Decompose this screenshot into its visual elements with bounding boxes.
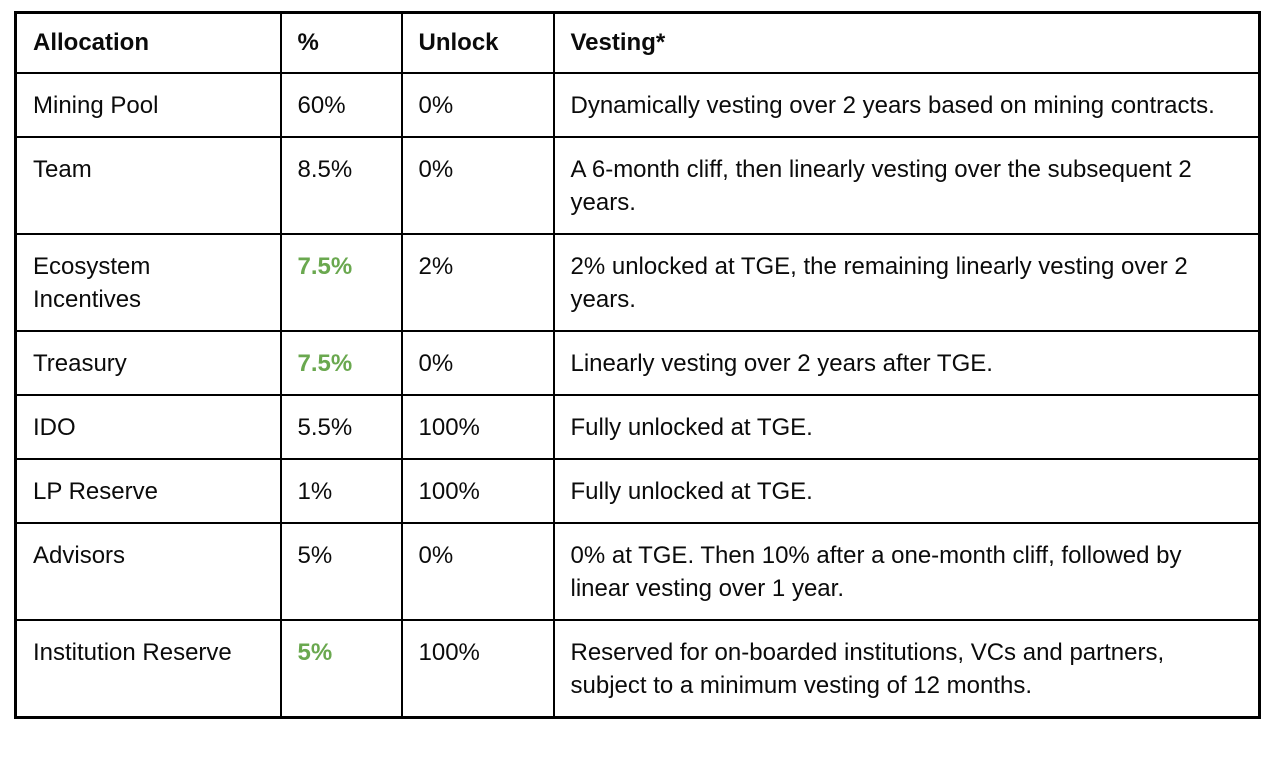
token-allocation-table: Allocation % Unlock Vesting* Mining Pool…: [14, 11, 1261, 719]
token-allocation-table-wrap: Allocation % Unlock Vesting* Mining Pool…: [14, 11, 1261, 719]
cell-vesting: 2% unlocked at TGE, the remaining linear…: [552, 233, 1261, 332]
header-row: Allocation % Unlock Vesting*: [14, 11, 1261, 74]
table-row: Ecosystem Incentives 7.5% 2% 2% unlocked at…: [14, 233, 1261, 332]
cell-unlock: 100%: [400, 619, 555, 719]
cell-percent: 5.5%: [279, 394, 403, 460]
header-percent: %: [279, 11, 403, 74]
cell-unlock: 0%: [400, 330, 555, 396]
cell-unlock: 0%: [400, 72, 555, 138]
table-row: Treasury 7.5% 0% Linearly vesting over 2 ye…: [14, 330, 1261, 396]
cell-allocation: Institution Reserve: [14, 619, 282, 719]
cell-percent: 7.5%: [279, 233, 403, 332]
cell-vesting: Linearly vesting over 2 years after TGE.: [552, 330, 1261, 396]
table-body: Mining Pool 60% 0% Dynamically vesting over…: [14, 72, 1261, 719]
cell-percent: 5%: [279, 619, 403, 719]
cell-vesting: 0% at TGE. Then 10% after a one-month cl…: [552, 522, 1261, 621]
header-vesting: Vesting*: [552, 11, 1261, 74]
cell-percent: 60%: [279, 72, 403, 138]
cell-vesting: Dynamically vesting over 2 years based o…: [552, 72, 1261, 138]
cell-allocation: IDO: [14, 394, 282, 460]
cell-percent: 7.5%: [279, 330, 403, 396]
cell-vesting: Fully unlocked at TGE.: [552, 458, 1261, 524]
cell-unlock: 0%: [400, 522, 555, 621]
cell-unlock: 100%: [400, 458, 555, 524]
cell-unlock: 2%: [400, 233, 555, 332]
cell-vesting: A 6-month cliff, then linearly vesting o…: [552, 136, 1261, 235]
cell-allocation: LP Reserve: [14, 458, 282, 524]
table-row: IDO 5.5% 100% Fully unlocked at TGE.: [14, 394, 1261, 460]
table-row: Advisors 5% 0% 0% at TGE. Then 10% after a …: [14, 522, 1261, 621]
cell-percent: 8.5%: [279, 136, 403, 235]
cell-allocation: Team: [14, 136, 282, 235]
cell-percent: 1%: [279, 458, 403, 524]
cell-allocation: Advisors: [14, 522, 282, 621]
header-allocation: Allocation: [14, 11, 282, 74]
table-row: Institution Reserve 5% 100% Reserved for on…: [14, 619, 1261, 719]
cell-allocation: Treasury: [14, 330, 282, 396]
table-row: Mining Pool 60% 0% Dynamically vesting over…: [14, 72, 1261, 138]
cell-unlock: 100%: [400, 394, 555, 460]
cell-allocation: Ecosystem Incentives: [14, 233, 282, 332]
table-header: Allocation % Unlock Vesting*: [14, 11, 1261, 74]
cell-percent: 5%: [279, 522, 403, 621]
table-row: Team 8.5% 0% A 6-month cliff, then linearly…: [14, 136, 1261, 235]
cell-vesting: Reserved for on-boarded institutions, VC…: [552, 619, 1261, 719]
cell-unlock: 0%: [400, 136, 555, 235]
cell-allocation: Mining Pool: [14, 72, 282, 138]
table-row: LP Reserve 1% 100% Fully unlocked at TGE.: [14, 458, 1261, 524]
header-unlock: Unlock: [400, 11, 555, 74]
cell-vesting: Fully unlocked at TGE.: [552, 394, 1261, 460]
